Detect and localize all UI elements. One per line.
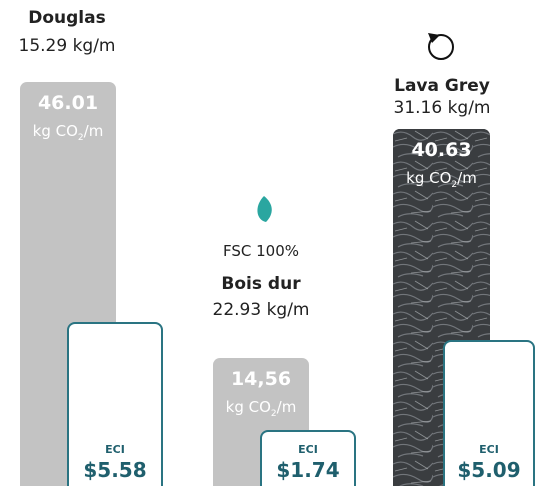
eci-box: ECI $1.74 [260,430,356,486]
eci-price: $5.09 [457,458,521,482]
co2-value: 40.63 [411,139,472,162]
eci-label: ECI [479,443,499,456]
leaf-icon [257,196,272,222]
unit-text: /m [457,169,477,188]
eci-label: ECI [105,443,125,456]
eci-box: ECI $5.09 [443,340,535,486]
eci-label: ECI [298,443,318,456]
co2-value: 46.01 [37,92,99,115]
unit-sub: 2 [451,180,458,191]
product-name: Lava Grey [394,76,490,96]
eci-price: $5.58 [83,458,147,482]
co2-value: 14,56 [230,368,292,391]
unit-text: kg CO [225,398,271,417]
product-name: Bois dur [221,274,301,294]
certification: FSC 100% [222,242,299,260]
weight: 22.93 kg/m [212,300,310,320]
unit-text: /m [276,398,297,417]
unit-text: /m [83,122,104,141]
eci-box: ECI $5.58 [67,322,163,486]
unit-text: kg CO [32,122,78,141]
eci-price: $1.74 [276,458,340,482]
product-name: Douglas [28,8,106,28]
co2-unit: kg CO2/m [393,169,490,190]
unit-sub: 2 [77,133,84,144]
weight: 15.29 kg/m [18,36,116,56]
co2-unit: kg CO2/m [20,122,116,143]
co2-unit: kg CO2/m [213,398,309,419]
weight: 31.16 kg/m [393,98,491,118]
unit-sub: 2 [270,409,277,420]
unit-text: kg CO [406,169,452,188]
refresh-icon [428,33,454,60]
